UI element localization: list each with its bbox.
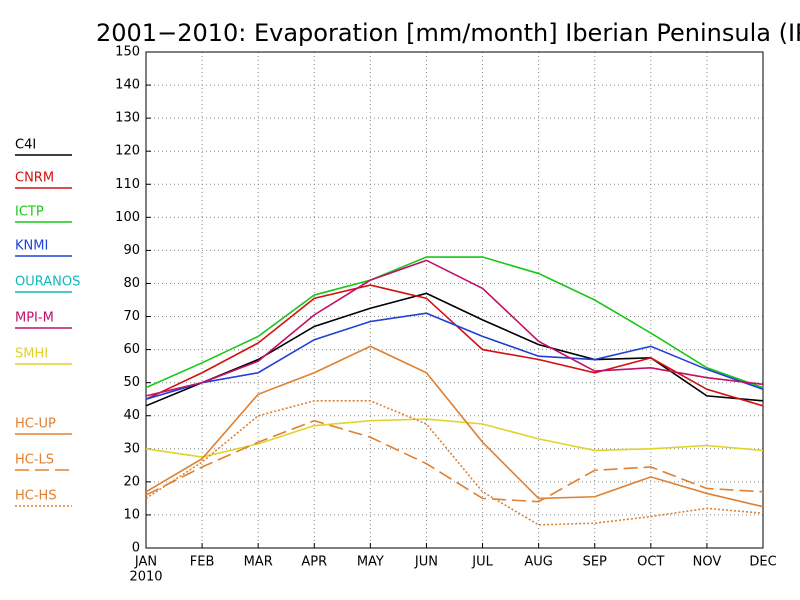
series-line — [145, 292, 764, 407]
legend-label: ICTP — [15, 205, 44, 220]
series-line — [145, 345, 764, 508]
series-line — [145, 312, 764, 400]
x-tick-label: JAN — [134, 555, 157, 570]
y-tick-label: 30 — [123, 441, 140, 456]
x-tick-label: NOV — [693, 555, 722, 570]
x-tick-label: DEC — [749, 555, 776, 570]
y-tick-label: 100 — [115, 210, 140, 225]
legend-label: OURANOS — [15, 275, 80, 290]
y-tick-label: 10 — [123, 507, 140, 522]
legend-label: MPI-M — [15, 311, 54, 326]
x-year-label: 2010 — [129, 570, 162, 585]
y-tick-label: 90 — [123, 243, 140, 258]
series-line — [145, 400, 764, 526]
y-tick-label: 20 — [123, 474, 140, 489]
y-tick-label: 120 — [115, 144, 140, 159]
legend-label: C4I — [15, 138, 36, 153]
plot-frame — [145, 51, 764, 549]
series-line — [145, 259, 764, 397]
legend-label: HC-UP — [15, 417, 56, 432]
y-tick-label: 140 — [115, 78, 140, 93]
x-tick-label: SEP — [583, 555, 607, 570]
x-tick-label: JUL — [471, 555, 493, 570]
x-tick-label: OCT — [637, 555, 664, 570]
y-tick-label: 130 — [115, 111, 140, 126]
y-tick-label: 110 — [115, 177, 140, 192]
y-tick-label: 0 — [132, 541, 140, 556]
x-tick-label: MAR — [244, 555, 273, 570]
y-tick-label: 70 — [123, 309, 140, 324]
x-tick-label: MAY — [357, 555, 384, 570]
legend-label: CNRM — [15, 171, 54, 186]
chart-title: 2001−2010: Evaporation [mm/month] Iberia… — [96, 19, 800, 47]
x-tick-label: APR — [301, 555, 327, 570]
legend-label: KNMI — [15, 239, 48, 254]
y-tick-label: 50 — [123, 375, 140, 390]
legend-label: HC-LS — [15, 453, 54, 468]
legend-label: SMHI — [15, 347, 48, 362]
y-tick-label: 150 — [115, 45, 140, 60]
x-tick-label: JUN — [414, 555, 438, 570]
y-tick-label: 80 — [123, 276, 140, 291]
series-line — [145, 256, 764, 389]
x-tick-label: FEB — [190, 555, 215, 570]
legend-label: HC-HS — [15, 489, 57, 504]
y-tick-label: 60 — [123, 342, 140, 357]
x-tick-label: AUG — [524, 555, 552, 570]
y-tick-label: 40 — [123, 408, 140, 423]
series-line — [145, 419, 764, 503]
